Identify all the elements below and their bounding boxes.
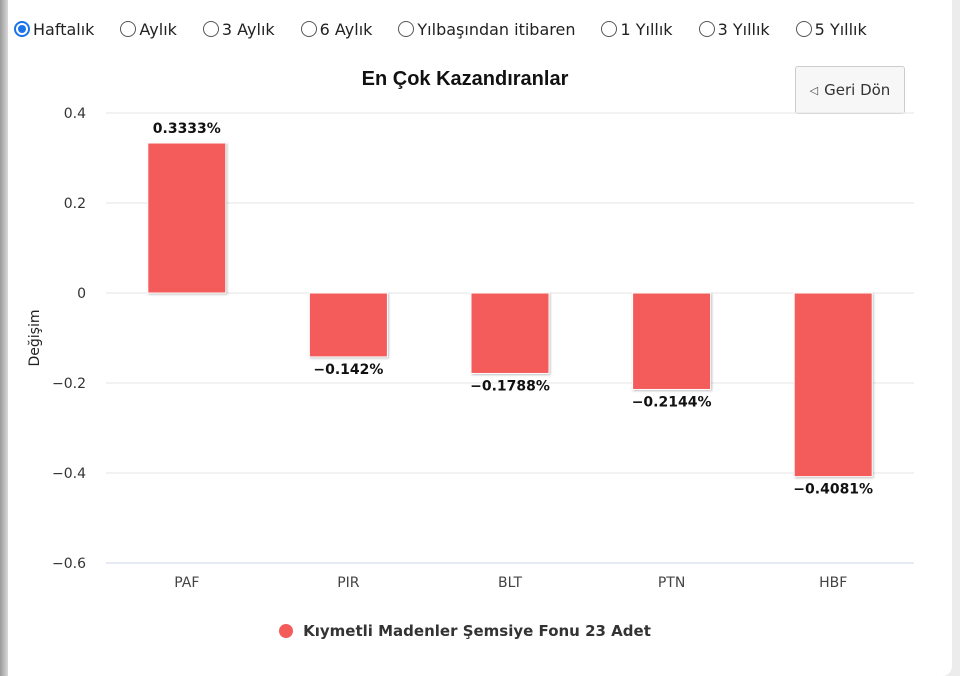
back-button[interactable]: ◁ Geri Dön xyxy=(795,66,905,114)
triangle-left-icon: ◁ xyxy=(809,83,819,97)
x-tick-label: PAF xyxy=(174,575,199,591)
period-option[interactable]: 3 Aylık xyxy=(202,19,275,39)
period-label: Haftalık xyxy=(33,19,95,39)
radio-button[interactable] xyxy=(14,21,30,37)
y-tick-label: −0.4 xyxy=(52,466,86,482)
bar[interactable] xyxy=(470,292,550,374)
bar[interactable] xyxy=(147,142,227,294)
period-label: Yılbaşından itibaren xyxy=(417,19,576,39)
period-label: 1 Yıllık xyxy=(620,19,673,39)
data-label: −0.2144% xyxy=(632,394,712,410)
y-tick-label: −0.6 xyxy=(52,556,86,572)
data-label: −0.1788% xyxy=(470,378,550,394)
radio-button[interactable] xyxy=(120,21,137,37)
y-tick-label: 0 xyxy=(77,286,86,302)
x-tick-label: PTN xyxy=(658,575,685,591)
period-option[interactable]: Yılbaşından itibaren xyxy=(398,20,575,39)
radio-button[interactable] xyxy=(202,21,219,37)
period-label: Aylık xyxy=(139,19,177,39)
period-label: 3 Yıllık xyxy=(717,19,770,39)
data-label: −0.142% xyxy=(313,362,383,378)
period-label: 5 Yıllık xyxy=(814,19,867,39)
period-option[interactable]: 5 Yıllık xyxy=(795,19,867,39)
period-selector: Haftalık Aylık 3 Aylık 6 Aylık Yılbaşından i… xyxy=(14,16,893,42)
period-option[interactable]: 6 Aylık xyxy=(300,19,373,39)
period-option[interactable]: Aylık xyxy=(120,19,177,39)
bar[interactable] xyxy=(793,292,873,478)
y-axis-label: Değişim xyxy=(27,310,43,367)
data-label: −0.4081% xyxy=(793,482,873,498)
data-label: 0.3333% xyxy=(153,121,221,137)
radio-button[interactable] xyxy=(698,21,715,37)
x-tick-label: PIR xyxy=(337,575,360,591)
radio-button[interactable] xyxy=(601,21,618,37)
radio-button[interactable] xyxy=(300,21,317,37)
period-option[interactable]: 3 Yıllık xyxy=(698,19,770,39)
bar[interactable] xyxy=(632,292,712,390)
period-option[interactable]: 1 Yıllık xyxy=(601,19,673,39)
x-tick-label: BLT xyxy=(498,575,522,591)
legend-label: Kıymetli Madenler Şemsiye Fonu 23 Adet xyxy=(303,622,651,640)
legend-swatch xyxy=(279,624,294,638)
y-tick-label: −0.2 xyxy=(52,376,86,392)
period-label: 3 Aylık xyxy=(221,19,275,39)
y-tick-label: 0.4 xyxy=(64,106,86,122)
period-option[interactable]: Haftalık xyxy=(14,20,94,39)
legend-item[interactable]: Kıymetli Madenler Şemsiye Fonu 23 Adet xyxy=(0,622,930,640)
x-tick-label: HBF xyxy=(819,575,847,591)
chart-title: En Çok Kazandıranlar xyxy=(361,68,569,90)
y-tick-label: 0.2 xyxy=(64,196,86,212)
bar[interactable] xyxy=(308,292,388,358)
back-button-label: Geri Dön xyxy=(824,81,891,99)
radio-button[interactable] xyxy=(398,21,415,37)
radio-button[interactable] xyxy=(795,21,812,37)
period-label: 6 Aylık xyxy=(319,19,373,39)
